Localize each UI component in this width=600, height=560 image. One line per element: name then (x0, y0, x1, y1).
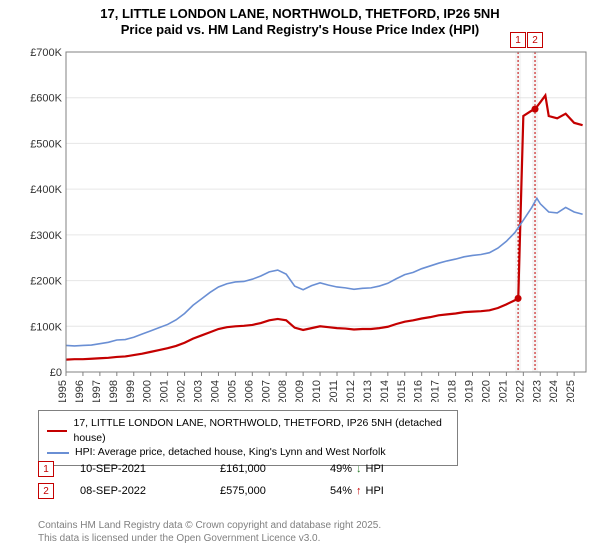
svg-text:2009: 2009 (294, 380, 306, 402)
svg-text:2022: 2022 (514, 380, 526, 402)
sale-row: 2 08-SEP-2022£575,00054% ↑ HPI (38, 480, 384, 502)
svg-text:2019: 2019 (464, 380, 476, 402)
sale-delta-vs: HPI (366, 485, 384, 497)
svg-text:2017: 2017 (430, 380, 442, 402)
svg-text:1995: 1995 (57, 380, 69, 402)
sale-delta: 54% ↑ HPI (330, 485, 384, 497)
chart-sale-badge: 1 (510, 32, 526, 48)
footer-line-2: This data is licensed under the Open Gov… (38, 533, 381, 546)
sale-price: £575,000 (220, 485, 330, 497)
svg-text:2010: 2010 (311, 380, 323, 402)
svg-text:2002: 2002 (176, 380, 188, 402)
svg-text:1997: 1997 (91, 380, 103, 402)
sales-table: 1 10-SEP-2021£161,00049% ↓ HPI 2 08-SEP-2022£… (38, 458, 384, 502)
svg-text:2014: 2014 (379, 380, 391, 402)
svg-text:2013: 2013 (362, 380, 374, 402)
footer-line-1: Contains HM Land Registry data © Crown c… (38, 520, 381, 533)
sale-date: 10-SEP-2021 (80, 463, 220, 475)
svg-text:2005: 2005 (226, 380, 238, 402)
arrow-down-icon: ↓ (356, 463, 362, 475)
svg-text:£0: £0 (50, 367, 62, 379)
svg-text:£300K: £300K (30, 230, 62, 242)
svg-text:2015: 2015 (396, 380, 408, 402)
svg-text:£500K: £500K (30, 138, 62, 150)
svg-text:1999: 1999 (125, 380, 137, 402)
svg-text:2018: 2018 (447, 380, 459, 402)
sale-badge: 1 (38, 461, 54, 477)
sale-badge: 2 (38, 483, 54, 499)
svg-text:2008: 2008 (277, 380, 289, 402)
svg-text:2023: 2023 (531, 380, 543, 402)
legend-row-price-paid: 17, LITTLE LONDON LANE, NORTHWOLD, THETF… (47, 416, 449, 445)
svg-text:2004: 2004 (209, 380, 221, 402)
sale-row: 1 10-SEP-2021£161,00049% ↓ HPI (38, 458, 384, 480)
svg-text:2012: 2012 (345, 380, 357, 402)
legend-label-price-paid: 17, LITTLE LONDON LANE, NORTHWOLD, THETF… (73, 416, 449, 445)
svg-text:2000: 2000 (142, 380, 154, 402)
svg-text:2001: 2001 (159, 380, 171, 402)
svg-text:2020: 2020 (480, 380, 492, 402)
title-line-1: 17, LITTLE LONDON LANE, NORTHWOLD, THETF… (0, 6, 600, 22)
svg-text:2025: 2025 (565, 380, 577, 402)
chart-area: £0 £100K £200K £300K £400K £500K £600K £700K 199… (26, 44, 593, 402)
sale-date: 08-SEP-2022 (80, 485, 220, 497)
svg-text:2011: 2011 (328, 380, 340, 402)
svg-text:£600K: £600K (30, 93, 62, 105)
svg-text:£100K: £100K (30, 321, 62, 333)
svg-text:2016: 2016 (413, 380, 425, 402)
sale-delta-pct: 49% (330, 463, 352, 475)
sale-delta: 49% ↓ HPI (330, 463, 384, 475)
svg-text:2024: 2024 (548, 380, 560, 402)
footer-attribution: Contains HM Land Registry data © Crown c… (38, 520, 381, 545)
svg-text:1996: 1996 (74, 380, 86, 402)
chart-sale-badge: 2 (527, 32, 543, 48)
svg-text:2007: 2007 (260, 380, 272, 402)
legend-swatch-price-paid (47, 430, 67, 432)
svg-text:1998: 1998 (108, 380, 120, 402)
chart-svg: £0 £100K £200K £300K £400K £500K £600K £700K 199… (26, 44, 593, 402)
svg-text:£700K: £700K (30, 47, 62, 59)
arrow-up-icon: ↑ (356, 485, 362, 497)
svg-text:2021: 2021 (497, 380, 509, 402)
svg-text:2003: 2003 (193, 380, 205, 402)
svg-text:2006: 2006 (243, 380, 255, 402)
sale-price: £161,000 (220, 463, 330, 475)
legend-swatch-hpi (47, 452, 69, 454)
svg-text:£400K: £400K (30, 184, 62, 196)
svg-text:£200K: £200K (30, 276, 62, 288)
sale-delta-pct: 54% (330, 485, 352, 497)
sale-delta-vs: HPI (366, 463, 384, 475)
